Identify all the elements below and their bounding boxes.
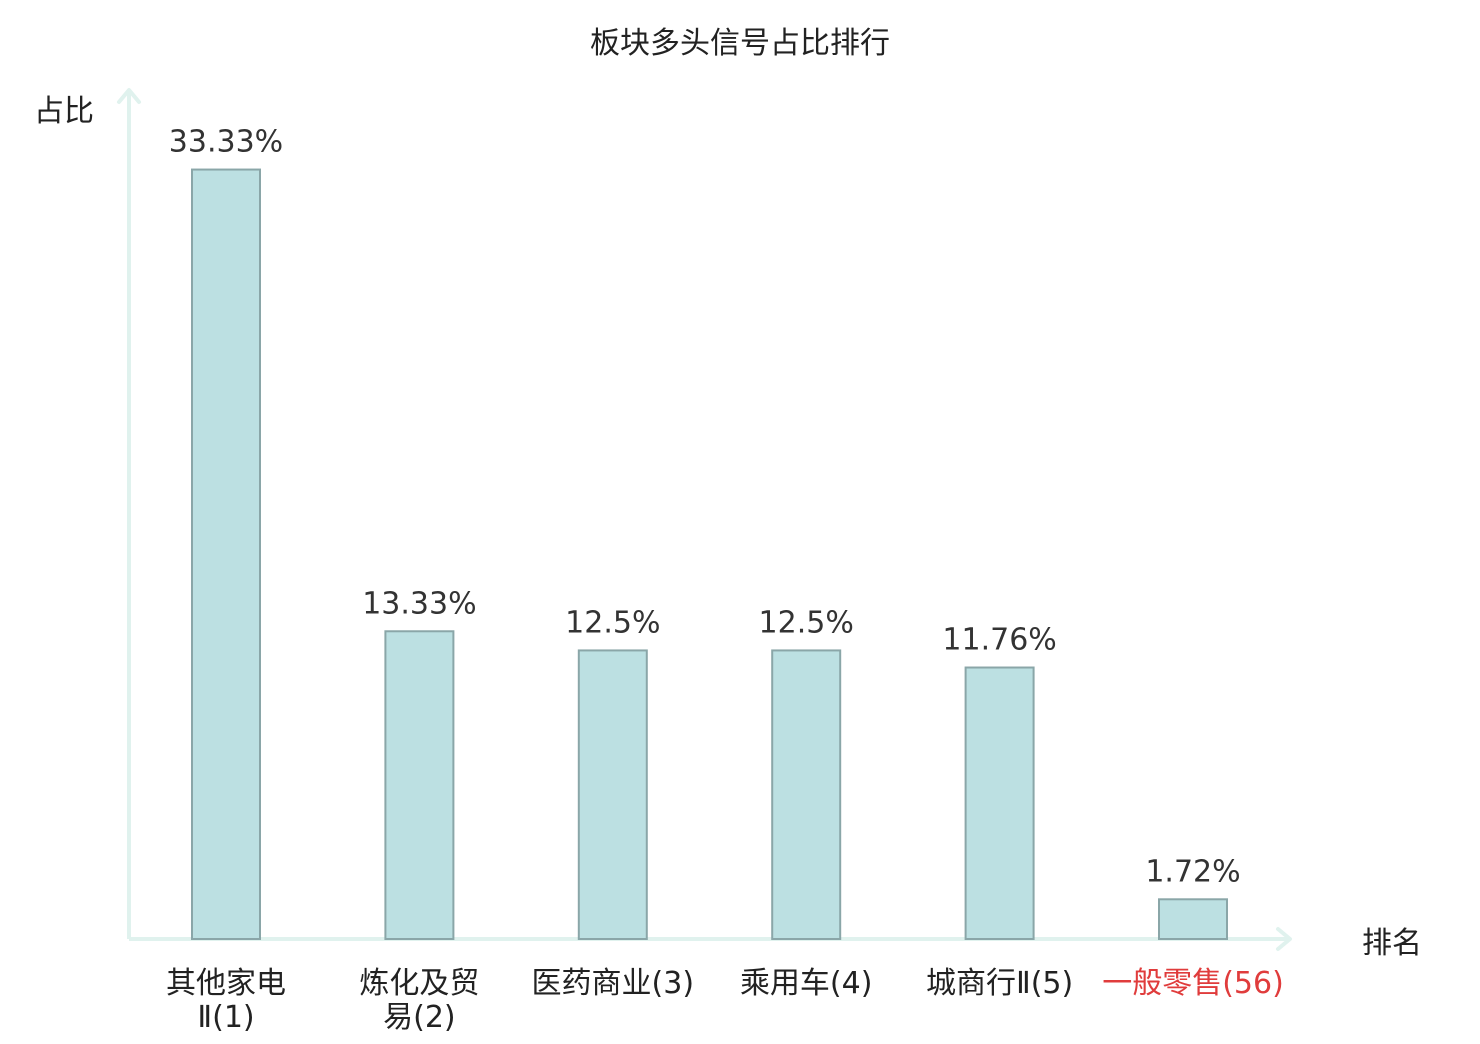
y-axis-label: 占比 xyxy=(34,94,94,129)
category-tick-label: 医药商业(3) xyxy=(532,966,695,1001)
bar xyxy=(191,168,261,940)
bar xyxy=(384,630,455,941)
category-tick-label: 城商行Ⅱ(5) xyxy=(926,966,1073,1001)
bar-value-label: 12.5% xyxy=(565,605,660,640)
y-axis-arrow xyxy=(117,88,141,104)
axes xyxy=(117,88,1292,951)
category-tick-label: 炼化及贸 xyxy=(359,966,479,1001)
bar-value-label: 13.33% xyxy=(362,586,476,621)
bar-value-label: 11.76% xyxy=(942,623,1056,658)
bar xyxy=(577,649,648,941)
bar-value-label: 12.5% xyxy=(759,605,854,640)
bar-value-label: 1.72% xyxy=(1145,854,1240,889)
category-tick-label: 一般零售(56) xyxy=(1102,966,1284,1001)
bar xyxy=(771,649,842,941)
category-tick-label: 其他家电 xyxy=(166,966,286,1001)
bar-value-label: 33.33% xyxy=(169,125,283,160)
chart-title: 板块多头信号占比排行 xyxy=(590,26,890,61)
x-axis-label: 排名 xyxy=(1362,926,1422,961)
category-tick-label: 易(2) xyxy=(383,1000,456,1035)
x-axis-arrow xyxy=(1276,927,1292,951)
bar xyxy=(1158,898,1228,940)
category-tick-label: 乘用车(4) xyxy=(740,966,873,1001)
bar xyxy=(964,666,1035,941)
category-tick-label: Ⅱ(1) xyxy=(197,1000,254,1035)
